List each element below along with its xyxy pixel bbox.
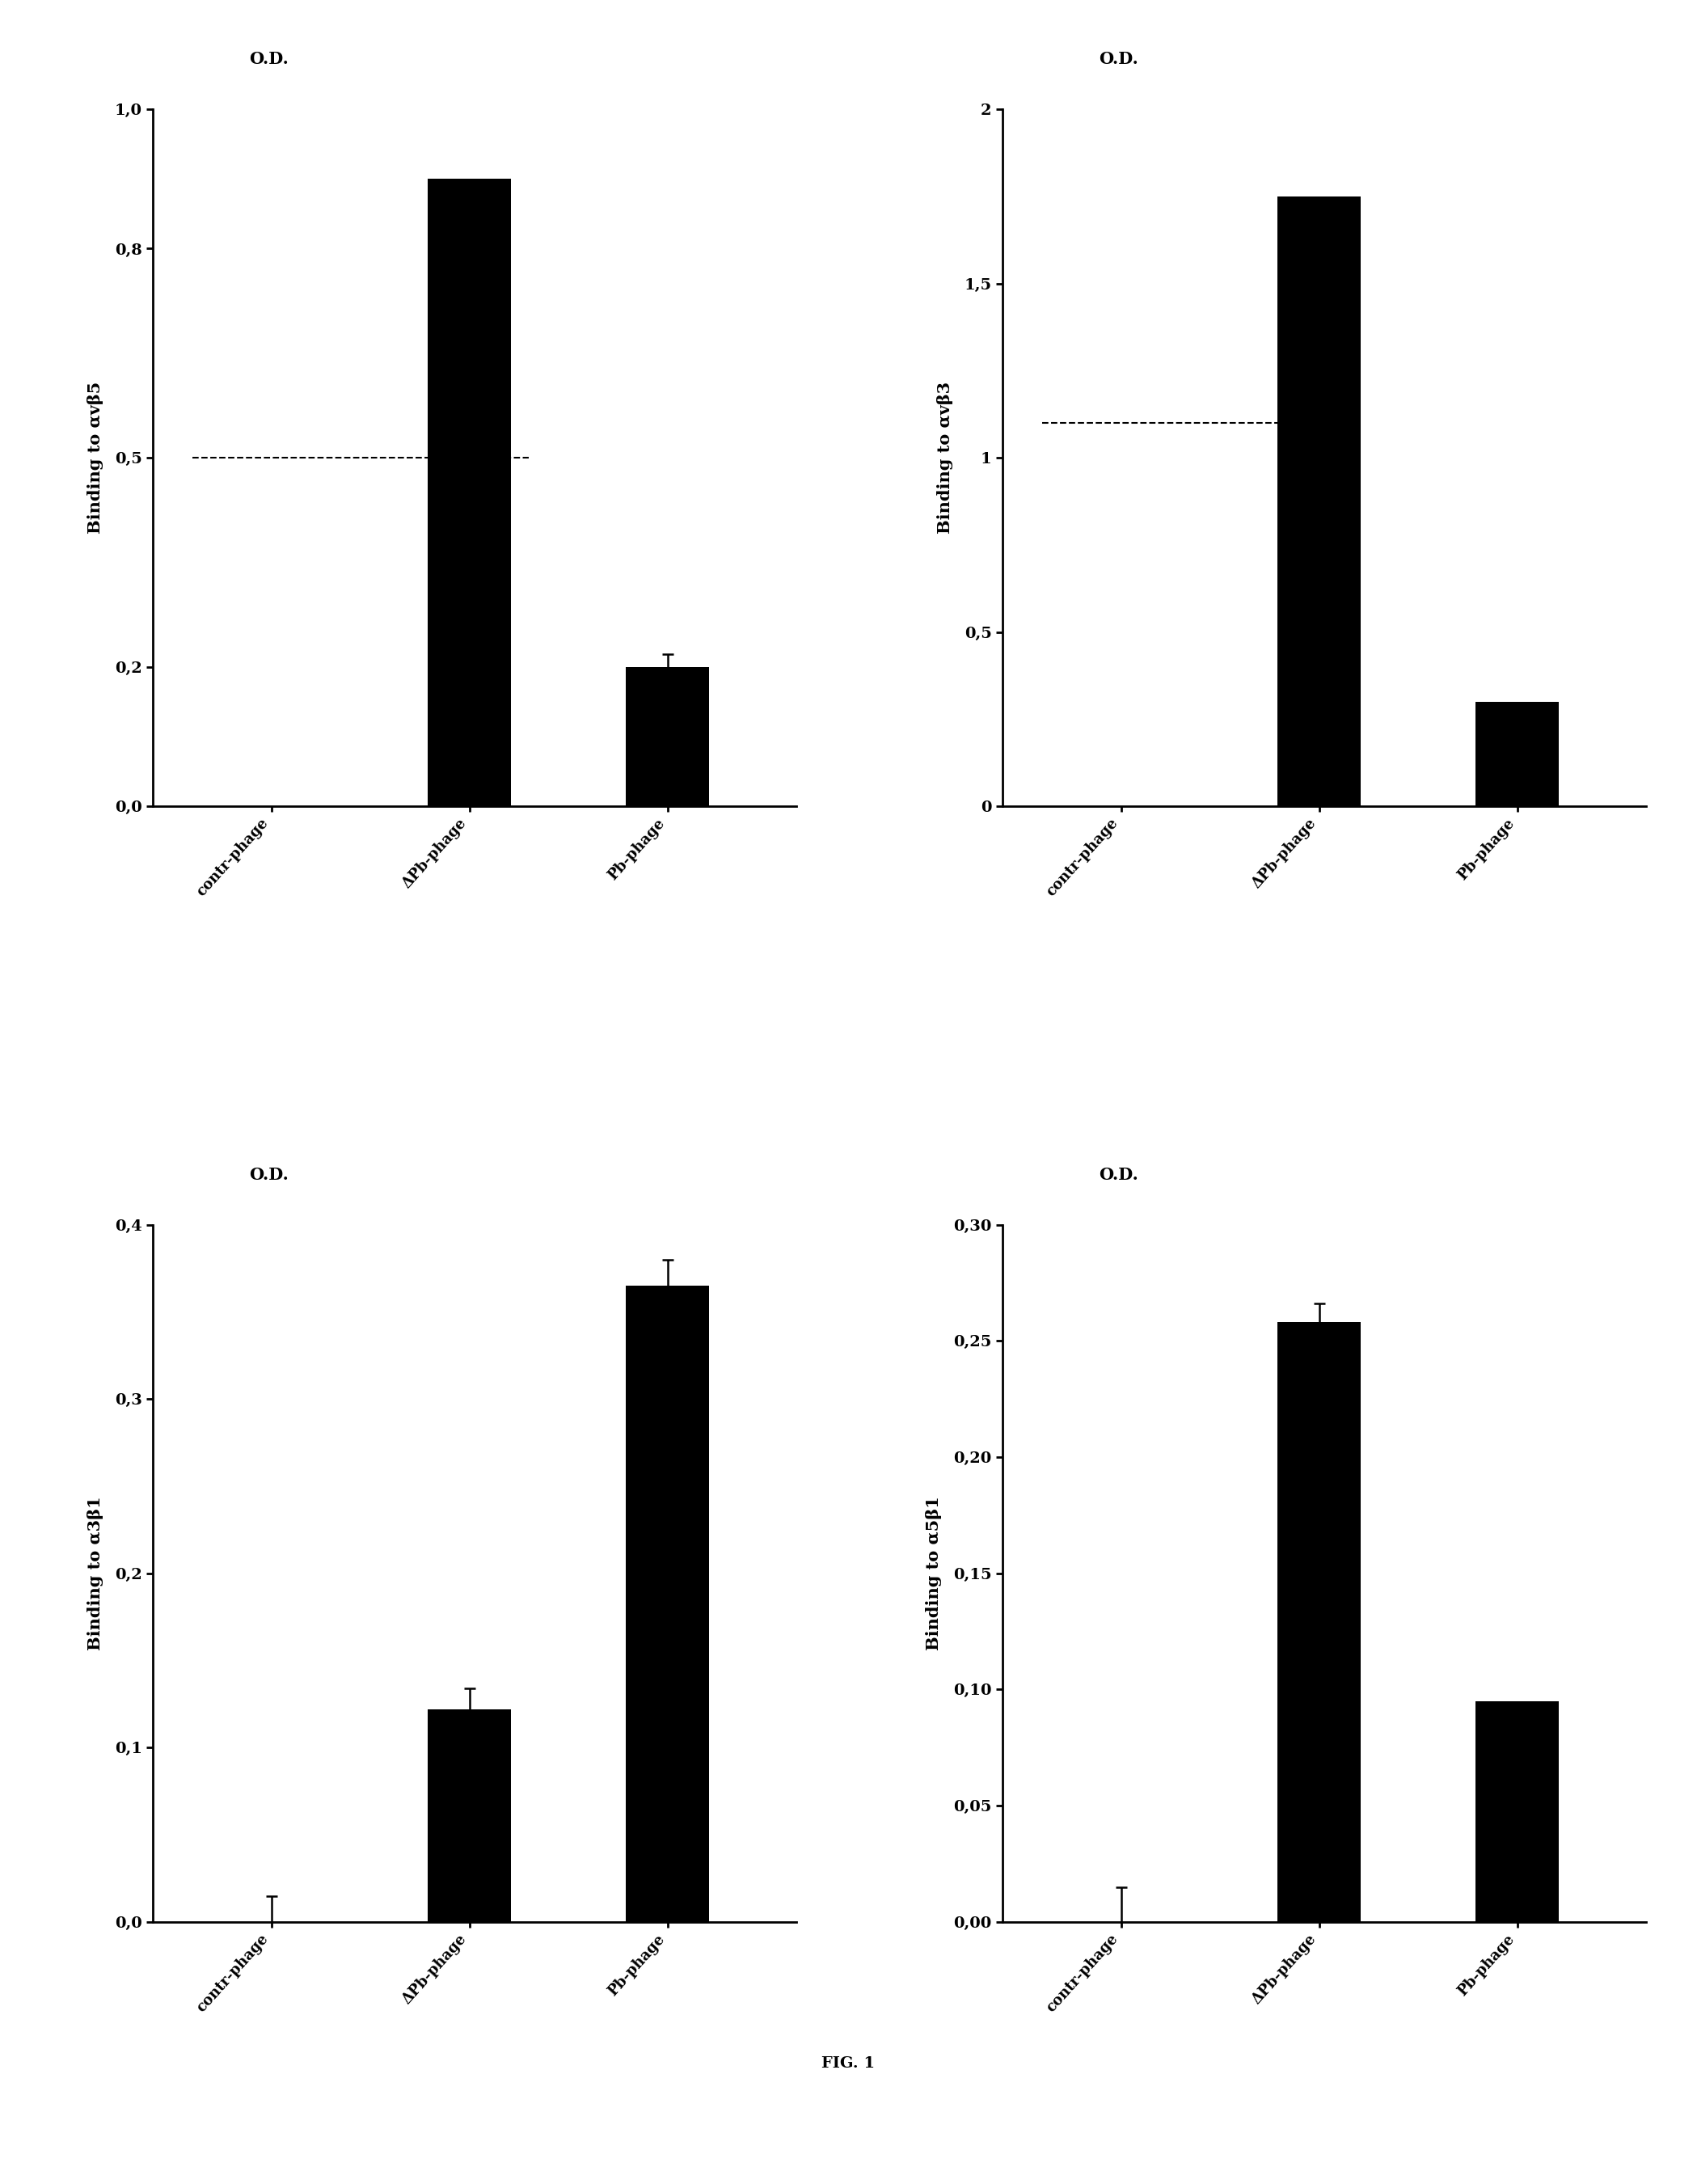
- Bar: [428, 1710, 511, 1922]
- Text: FIG. 1: FIG. 1: [821, 2057, 876, 2070]
- Y-axis label: Binding to αvβ3: Binding to αvβ3: [937, 382, 954, 533]
- Bar: [626, 666, 709, 806]
- Bar: [626, 1286, 709, 1922]
- Text: O.D.: O.D.: [249, 1166, 288, 1184]
- Bar: [1476, 1701, 1560, 1922]
- Y-axis label: Binding to αvβ5: Binding to αvβ5: [87, 382, 104, 533]
- Bar: [428, 179, 511, 806]
- Text: O.D.: O.D.: [1098, 1166, 1139, 1184]
- Text: O.D.: O.D.: [1098, 50, 1139, 68]
- Text: O.D.: O.D.: [249, 50, 288, 68]
- Y-axis label: Binding to α5β1: Binding to α5β1: [927, 1496, 942, 1651]
- Y-axis label: Binding to α3β1: Binding to α3β1: [87, 1496, 104, 1651]
- Bar: [1278, 1321, 1361, 1922]
- Bar: [1278, 197, 1361, 806]
- Bar: [1476, 701, 1560, 806]
